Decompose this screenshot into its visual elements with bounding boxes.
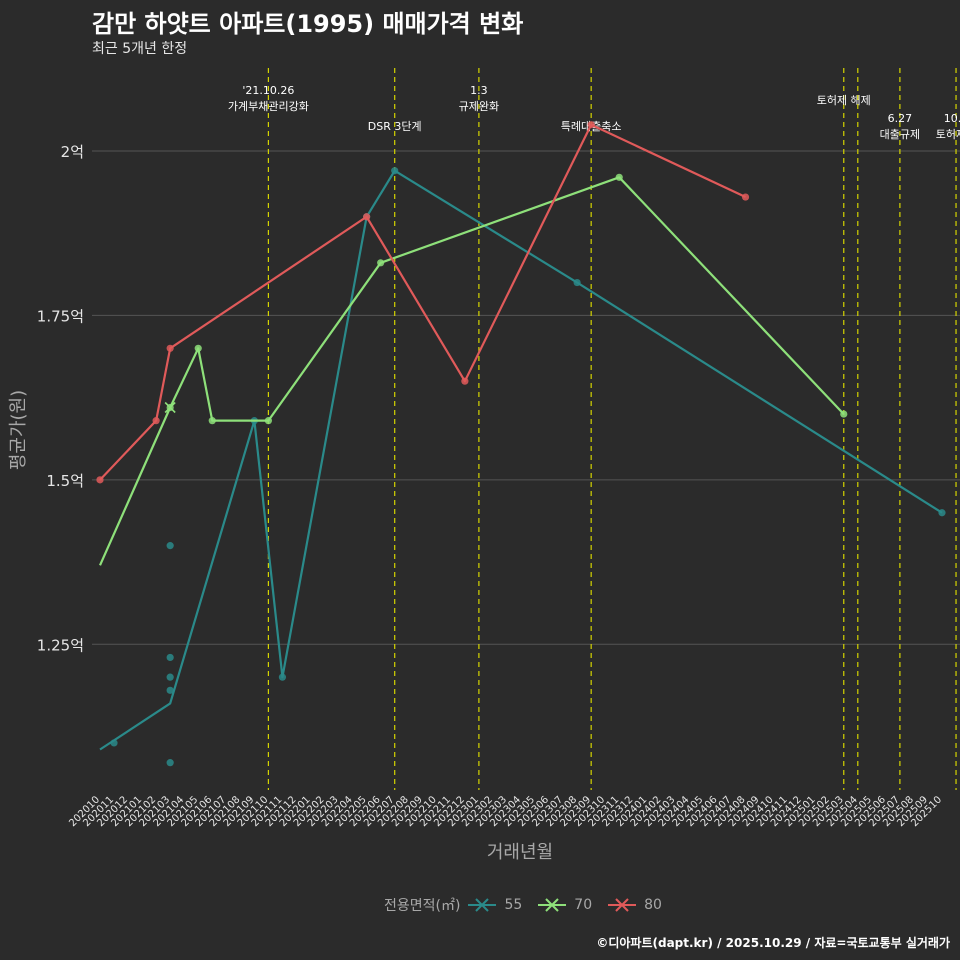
data-point-70: [377, 259, 385, 267]
data-point-70: [194, 344, 202, 352]
legend-key-55: [468, 898, 497, 912]
source-caption: ©디아파트(dapt.kr) / 2025.10.29 / 자료=국토교통부 실…: [596, 936, 950, 950]
legend: 전용면적(㎡) 55 70 80: [384, 895, 670, 915]
data-point-55: [166, 673, 174, 681]
y-tick-label: 1.25억: [37, 636, 84, 654]
data-point-80: [152, 417, 160, 425]
event-label: 대출규제: [880, 128, 920, 141]
event-label: 10.1: [944, 112, 960, 125]
y-tick-label: 1.75억: [37, 307, 84, 325]
x-axis-title: 거래년월: [487, 842, 553, 863]
data-point-70: [208, 417, 216, 425]
data-point-80: [96, 476, 104, 484]
data-point-55: [573, 278, 581, 287]
data-point-70: [264, 417, 272, 425]
legend-title: 전용면적(㎡): [384, 898, 461, 914]
data-point-80: [741, 193, 750, 201]
y-tick-label: 2억: [61, 143, 84, 161]
event-label: DSR 3단계: [368, 120, 422, 133]
data-point-55: [166, 653, 174, 662]
series-line-55: [99, 169, 943, 751]
data-point-55: [110, 739, 118, 747]
event-label: 토허제 해제: [817, 93, 871, 107]
legend-label-70: 70: [574, 897, 593, 913]
event-label: 토허제확: [936, 128, 960, 141]
data-point-80: [166, 344, 174, 352]
cross-marker: [164, 401, 176, 414]
legend-key-70: [538, 898, 567, 912]
series-line-80: [99, 123, 747, 481]
event-label: 6.27: [888, 112, 913, 125]
chart-subtitle: 최근 5개년 한정: [92, 41, 188, 57]
data-point-55: [278, 673, 287, 681]
data-point-55: [166, 686, 174, 694]
data-point-55: [166, 759, 174, 767]
data-point-70: [840, 410, 848, 418]
event-label: 가계부채관리강화: [228, 100, 309, 113]
data-point-80: [461, 377, 469, 385]
data-point-55: [391, 167, 399, 175]
event-label: '21.10.26: [242, 84, 294, 97]
data-point-55: [166, 542, 174, 550]
y-axis-title: 평균가(원): [8, 390, 29, 470]
y-tick-label: 1.5억: [46, 472, 84, 490]
data-point-55: [938, 509, 946, 517]
event-label: 규제완화: [459, 100, 499, 113]
legend-label-80: 80: [644, 897, 662, 913]
legend-key-80: [608, 898, 637, 912]
event-label: 1.3: [470, 84, 488, 97]
legend-label-55: 55: [504, 897, 523, 913]
data-point-80: [587, 121, 595, 129]
data-point-70: [615, 173, 623, 181]
series-line-70: [98, 176, 845, 566]
data-point-80: [363, 213, 371, 221]
chart-title: 감만 하얏트 아파트(1995) 매매가격 변화: [92, 10, 524, 38]
